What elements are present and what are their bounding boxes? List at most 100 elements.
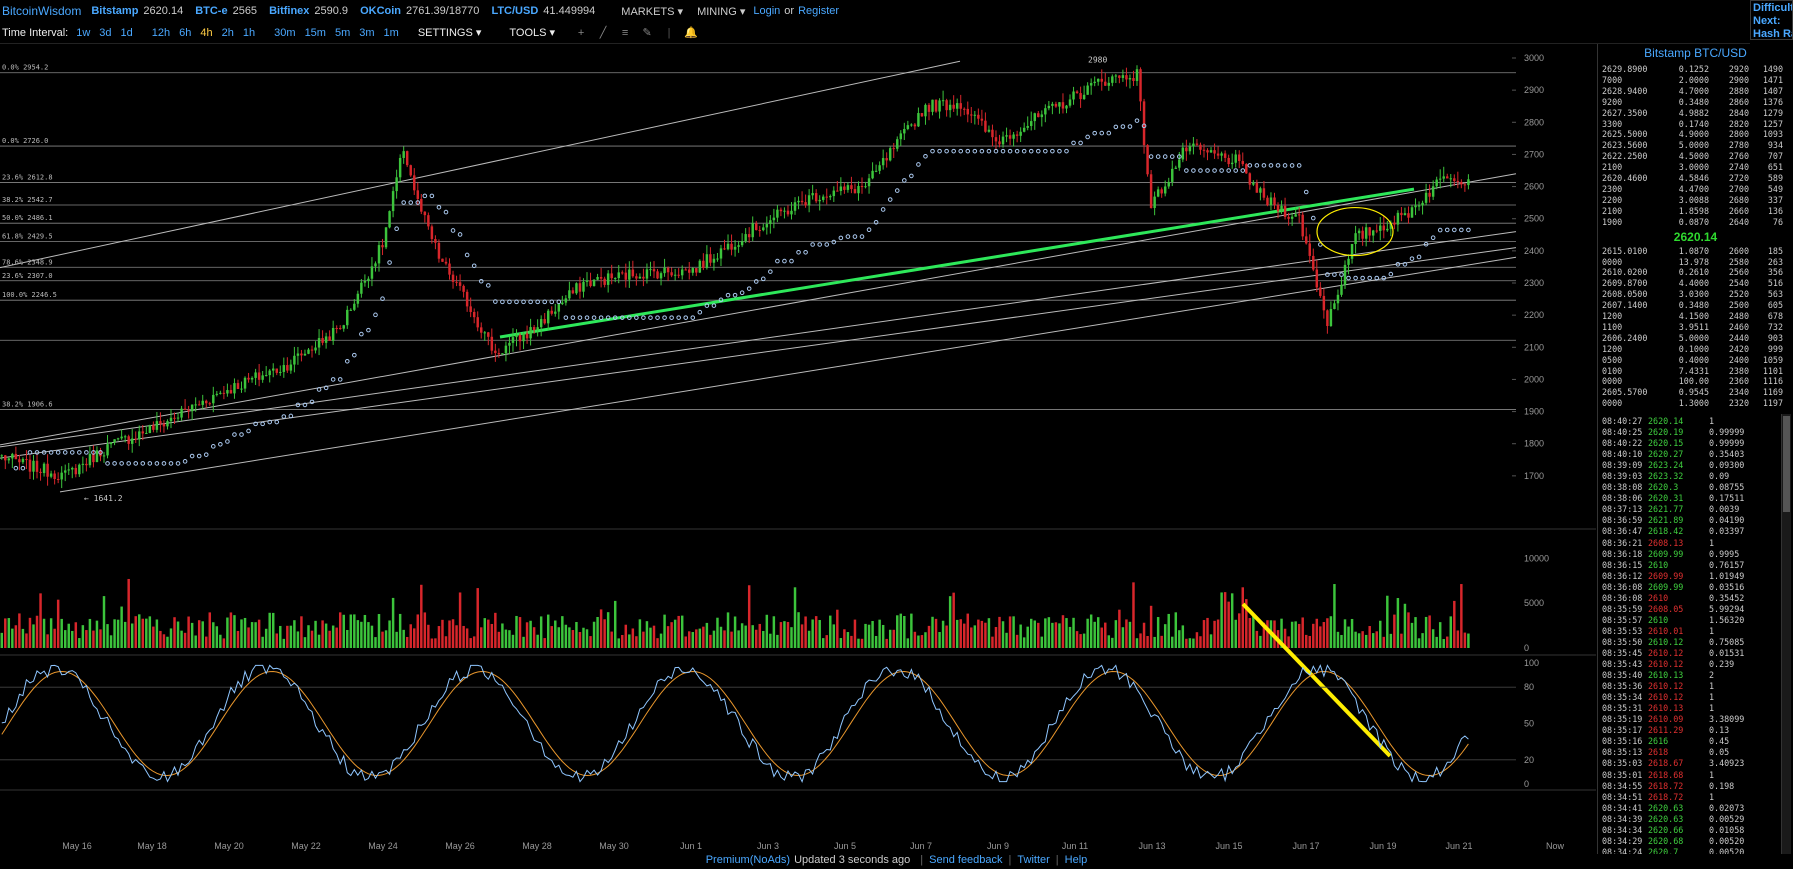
orderbook-row: 0000 100.00 2360 1116: [1602, 376, 1793, 387]
ticker-item[interactable]: Bitstamp 2620.14: [91, 5, 183, 17]
register-link[interactable]: Register: [798, 5, 840, 17]
sar-dot: [1078, 140, 1083, 146]
volume-bar: [1135, 638, 1139, 648]
orderbook-cell: 2608.0500: [1602, 289, 1648, 300]
candle-body: [1096, 78, 1100, 82]
brand-logo[interactable]: BitcoinWisdom: [2, 4, 82, 18]
volume-bar: [557, 627, 561, 648]
sar-dot: [41, 450, 47, 455]
sar-dot: [1162, 154, 1168, 159]
orderbook-cell: 2606.2400: [1602, 332, 1648, 343]
candle-body: [441, 258, 444, 262]
interval-4h[interactable]: 4h: [200, 26, 213, 39]
feedback-link[interactable]: Send feedback: [929, 854, 1003, 866]
candle-body: [726, 243, 730, 250]
candle-body: [374, 263, 377, 267]
price-chart[interactable]: 1700180019002000210022002300240025002600…: [0, 44, 1596, 854]
interval-5m[interactable]: 5m: [334, 26, 351, 39]
interval-3d[interactable]: 3d: [99, 26, 112, 39]
trades-scrollbar[interactable]: [1781, 414, 1791, 854]
ticker-item[interactable]: Bitfinex 2590.9: [269, 5, 348, 17]
interval-2h[interactable]: 2h: [221, 26, 234, 39]
orderbook-title: Bitstamp BTC/USD: [1644, 46, 1747, 60]
sar-dot: [69, 450, 75, 455]
candle-body: [1287, 216, 1290, 219]
candle-body: [945, 100, 948, 111]
candle-body: [60, 472, 63, 480]
volume-bar: [772, 616, 776, 648]
interval-1m[interactable]: 1m: [383, 26, 399, 39]
sar-dot: [260, 421, 265, 427]
interval-1w[interactable]: 1w: [76, 26, 91, 39]
mining-menu[interactable]: MINING: [697, 5, 745, 18]
interval-15m[interactable]: 15m: [304, 26, 326, 39]
volume-bar: [1368, 626, 1371, 648]
sar-dot: [20, 465, 26, 471]
fib-tool-icon[interactable]: ≡: [621, 26, 629, 39]
ticker-item[interactable]: OKCoin 2761.39/18770: [360, 5, 479, 17]
interval-3m[interactable]: 3m: [359, 26, 375, 39]
volume-bar: [712, 630, 716, 648]
orderbook-cell: 2880: [1728, 85, 1749, 96]
pen-tool-icon[interactable]: ✎: [642, 27, 652, 39]
ticker-name[interactable]: BTC-e: [195, 5, 228, 17]
orderbook-cell: 2600: [1728, 245, 1749, 256]
premium-link[interactable]: Premium(NoAds): [705, 854, 791, 866]
sar-dot: [1177, 154, 1182, 159]
trade-row: 08:40:10 2620.27 0.35403: [1602, 449, 1790, 460]
scrollbar-thumb[interactable]: [1783, 416, 1790, 512]
candle-body: [388, 211, 391, 228]
ticker-name[interactable]: OKCoin: [360, 5, 402, 17]
sar-dot: [1106, 130, 1112, 136]
interval-1d[interactable]: 1d: [120, 26, 133, 39]
sar-dot: [55, 450, 61, 455]
trade-price: 2611.29: [1648, 725, 1684, 736]
help-link[interactable]: Help: [1064, 854, 1088, 866]
candle-body: [1128, 78, 1132, 80]
ticker-item[interactable]: LTC/USD 41.449994: [491, 5, 595, 17]
sar-dot: [1000, 148, 1006, 154]
ticker-item[interactable]: BTC-e 2565: [195, 5, 257, 17]
separator-icon: |: [667, 26, 671, 39]
volume-bar: [955, 619, 959, 648]
volume-bar: [1093, 621, 1096, 648]
ticker-name[interactable]: Bitstamp: [91, 5, 139, 17]
interval-30m[interactable]: 30m: [274, 26, 296, 39]
difficulty-box[interactable]: Difficulty Next: Hash Rate: [1750, 0, 1793, 40]
interval-1h[interactable]: 1h: [242, 26, 256, 39]
trade-row: 08:34:55 2618.72 0.198: [1602, 781, 1790, 792]
candle-body: [236, 383, 240, 389]
trade-time: 08:34:51: [1602, 791, 1643, 802]
alert-bell-icon[interactable]: 🔔: [684, 27, 698, 39]
candle-body: [864, 186, 867, 188]
interval-12h[interactable]: 12h: [151, 26, 171, 39]
sar-dot: [1247, 163, 1253, 168]
twitter-link[interactable]: Twitter: [1017, 854, 1050, 866]
orderbook-cell: 2560: [1728, 267, 1749, 278]
volume-bar: [250, 622, 254, 648]
candle-body: [109, 442, 113, 445]
candle-body: [688, 269, 691, 273]
candle-body: [1206, 150, 1209, 153]
trade-time: 08:35:53: [1602, 625, 1643, 636]
ticker-name[interactable]: LTC/USD: [491, 5, 539, 17]
crosshair-icon[interactable]: +: [577, 26, 585, 39]
tools-menu[interactable]: TOOLS: [509, 26, 555, 39]
volume-bar: [705, 622, 709, 648]
volume-bar: [1008, 616, 1012, 648]
candle-body: [511, 337, 515, 343]
trade-row: 08:36:18 2609.99 0.9995: [1602, 549, 1790, 560]
volume-bar: [134, 616, 137, 648]
markets-menu[interactable]: MARKETS: [621, 5, 683, 18]
interval-6h[interactable]: 6h: [179, 26, 192, 39]
volume-bar: [1223, 592, 1227, 648]
login-link[interactable]: Login: [753, 5, 781, 17]
ticker-name[interactable]: Bitfinex: [269, 5, 310, 17]
sar-dot: [711, 303, 717, 308]
volume-bar: [1382, 636, 1386, 648]
candle-body: [719, 248, 723, 259]
line-tool-icon[interactable]: ╱: [599, 27, 607, 39]
sar-dot: [634, 315, 639, 320]
settings-menu[interactable]: SETTINGS: [418, 26, 482, 39]
trade-time: 08:36:08: [1602, 581, 1643, 592]
